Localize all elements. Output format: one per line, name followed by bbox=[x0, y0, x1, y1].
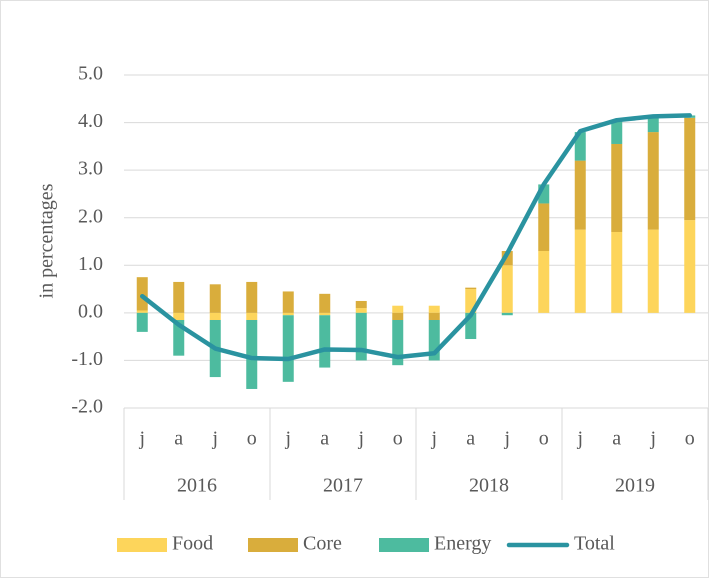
bar-segment bbox=[173, 319, 185, 356]
legend-label: Core bbox=[303, 533, 342, 555]
legend-label: Total bbox=[574, 533, 615, 555]
legend-label: Food bbox=[172, 533, 213, 555]
y-tick-label: 3.0 bbox=[78, 158, 103, 180]
bar-segment bbox=[611, 143, 623, 232]
x-tick-label: j bbox=[138, 428, 145, 450]
bar-segment bbox=[574, 132, 586, 161]
bar-segment bbox=[209, 312, 221, 320]
y-tick-label: -1.0 bbox=[71, 348, 103, 370]
x-tick-label: j bbox=[430, 428, 437, 450]
legend-swatch bbox=[248, 538, 298, 552]
bar-segment bbox=[282, 291, 294, 313]
group-label: 2016 bbox=[177, 475, 217, 497]
x-tick-label: a bbox=[466, 428, 475, 450]
x-tick-label: a bbox=[320, 428, 329, 450]
x-tick-label: o bbox=[685, 428, 695, 450]
total-line bbox=[140, 113, 692, 362]
bar-segment bbox=[684, 117, 696, 221]
group-label: 2017 bbox=[323, 475, 363, 497]
x-tick-label: a bbox=[174, 428, 183, 450]
y-axis-label: in percentages bbox=[36, 183, 58, 298]
bar-segment bbox=[355, 308, 367, 313]
x-tick-label: a bbox=[612, 428, 621, 450]
bar-segment bbox=[136, 312, 148, 332]
bar-segment bbox=[173, 281, 185, 313]
bar-segment bbox=[647, 117, 659, 133]
y-tick-label: 0.0 bbox=[78, 300, 103, 322]
bar-segment bbox=[136, 277, 148, 311]
bar-segment bbox=[319, 312, 331, 316]
legend-label: Energy bbox=[434, 533, 491, 555]
bar-segment bbox=[428, 312, 440, 320]
legend-swatch bbox=[117, 538, 167, 552]
bar-segment bbox=[173, 312, 185, 320]
y-tick-label: -2.0 bbox=[71, 396, 103, 418]
bar-segment bbox=[319, 315, 331, 368]
bar-segment bbox=[392, 305, 404, 313]
x-tick-label: j bbox=[211, 428, 218, 450]
bar-segment bbox=[647, 229, 659, 313]
bar-segment bbox=[574, 160, 586, 230]
bar-segment bbox=[647, 132, 659, 230]
x-tick-label: j bbox=[503, 428, 510, 450]
bar-segment bbox=[355, 312, 367, 361]
bar-segment bbox=[428, 319, 440, 361]
y-tick-label: 5.0 bbox=[78, 63, 103, 85]
bar-segment bbox=[538, 203, 550, 252]
bar-segment bbox=[246, 312, 258, 320]
bar-segment bbox=[501, 251, 513, 266]
bar-segment bbox=[611, 120, 623, 144]
bar-segment bbox=[501, 265, 513, 313]
x-tick-label: j bbox=[284, 428, 291, 450]
bar-segment bbox=[428, 305, 440, 313]
x-tick-label: o bbox=[539, 428, 549, 450]
group-label: 2018 bbox=[469, 475, 509, 497]
y-tick-label: 2.0 bbox=[78, 205, 103, 227]
legend-swatch bbox=[379, 538, 429, 552]
bar-segment bbox=[465, 289, 477, 313]
x-tick-label: o bbox=[393, 428, 403, 450]
x-tick-label: o bbox=[247, 428, 257, 450]
bar-segment bbox=[538, 184, 550, 204]
bar-segment bbox=[282, 312, 294, 316]
x-tick-label: j bbox=[649, 428, 656, 450]
bar-segment bbox=[392, 319, 404, 366]
bar-segment bbox=[392, 312, 404, 320]
bar-segment bbox=[319, 293, 331, 313]
y-tick-label: 4.0 bbox=[78, 110, 103, 132]
bar-segment bbox=[465, 312, 477, 340]
bar-segment bbox=[355, 300, 367, 309]
bar-segment bbox=[538, 251, 550, 313]
group-label: 2019 bbox=[615, 475, 655, 497]
bar-segment bbox=[611, 231, 623, 313]
bar-segment bbox=[136, 310, 148, 313]
bar-segment bbox=[246, 281, 258, 313]
bar-segment bbox=[574, 229, 586, 313]
bar-segment bbox=[209, 284, 221, 313]
bar-segment bbox=[684, 220, 696, 313]
x-tick-label: j bbox=[576, 428, 583, 450]
bar-segment bbox=[246, 319, 258, 389]
x-tick-label: j bbox=[357, 428, 364, 450]
bar-segment bbox=[282, 315, 294, 382]
y-tick-label: 1.0 bbox=[78, 253, 103, 275]
bar-segment bbox=[465, 287, 477, 290]
bar-segment bbox=[501, 312, 513, 316]
